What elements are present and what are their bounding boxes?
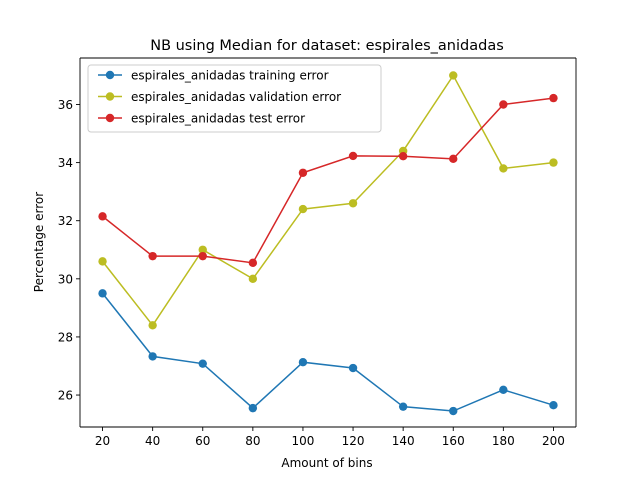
x-tick-label-2: 60 [195,434,210,448]
y-tick-label-4: 34 [58,156,73,170]
x-tick-label-3: 80 [245,434,260,448]
legend-label-1: espirales_anidadas validation error [131,90,341,104]
x-tick-label-6: 140 [392,434,415,448]
data-point-s2-2 [198,251,207,261]
data-point-s2-8 [499,100,508,109]
x-tick-label-0: 20 [95,434,110,448]
x-axis-label: Amount of bins [281,456,372,470]
x-tick-label-1: 40 [145,434,160,448]
chart-title: NB using Median for dataset: espirales_a… [150,38,504,54]
data-point-s0-9 [549,401,558,410]
data-point-s0-6 [398,402,408,411]
data-point-s2-9 [549,93,558,103]
y-tick-label-2: 30 [58,272,73,286]
legend-marker-2 [105,113,115,123]
data-point-s1-9 [549,158,558,167]
data-point-s0-3 [248,403,258,413]
legend-label-0: espirales_anidadas training error [131,69,329,83]
data-point-s1-7 [449,71,458,80]
data-point-s2-1 [148,251,157,261]
x-tick-label-7: 160 [442,434,465,448]
data-point-s1-8 [499,164,508,173]
data-point-s2-5 [348,151,358,161]
legend: espirales_anidadas training error espiral… [87,64,382,133]
data-point-s0-2 [198,359,207,368]
data-point-s1-5 [348,199,358,208]
data-point-s1-2 [198,245,207,254]
plot-area: 20 40 60 80 100 120 140 160 180 200 26 28 30 32 34 36 [58,57,577,448]
x-tick-label-5: 120 [342,434,365,448]
legend-marker-1 [105,92,115,101]
data-point-s1-4 [298,204,308,214]
data-point-s1-1 [148,321,157,330]
data-point-s2-3 [248,258,258,268]
data-point-s0-0 [98,289,107,298]
x-tick-label-8: 180 [492,434,515,448]
legend-box [87,64,382,133]
series-line-1 [101,73,554,327]
data-point-s2-7 [449,154,458,164]
legend-label-2: espirales_anidadas test error [131,112,305,126]
y-tick-label-1: 28 [58,330,73,344]
legend-marker-0 [105,70,115,80]
data-point-s2-4 [298,168,308,177]
series-line-2 [102,97,554,264]
data-point-s0-5 [348,363,358,373]
x-tick-label-4: 100 [291,434,314,448]
data-point-s1-0 [98,257,107,266]
data-point-s1-3 [248,274,258,284]
data-point-s0-1 [148,352,157,361]
data-point-s0-8 [499,385,508,395]
data-point-s0-4 [298,358,308,367]
y-axis-label: Percentage error [32,192,46,292]
y-tick-label-3: 32 [58,214,73,228]
y-tick-label-5: 36 [58,98,73,112]
y-tick-label-0: 26 [58,389,73,403]
x-tick-label-9: 200 [542,434,565,448]
data-point-s2-0 [98,212,107,221]
series-line-0 [101,292,554,412]
data-point-s2-6 [398,152,408,161]
data-point-s0-7 [449,406,458,416]
